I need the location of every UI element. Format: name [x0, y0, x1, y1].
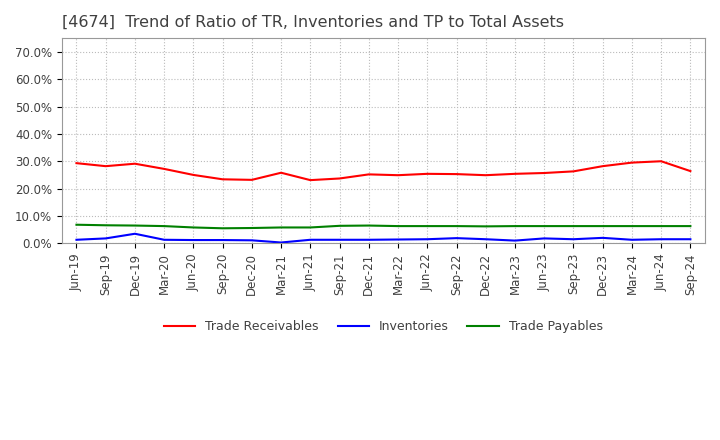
Inventories: [276, 240, 285, 245]
Trade Payables: [598, 224, 607, 229]
Trade Receivables: [248, 177, 256, 183]
Inventories: [72, 237, 81, 242]
Trade Receivables: [540, 170, 549, 176]
Trade Receivables: [598, 164, 607, 169]
Trade Payables: [686, 224, 695, 229]
Inventories: [218, 238, 227, 243]
Trade Payables: [452, 224, 461, 229]
Trade Receivables: [306, 177, 315, 183]
Line: Trade Payables: Trade Payables: [76, 225, 690, 228]
Inventories: [189, 238, 198, 243]
Trade Receivables: [72, 161, 81, 166]
Trade Payables: [510, 224, 519, 229]
Inventories: [686, 237, 695, 242]
Trade Payables: [394, 224, 402, 229]
Trade Receivables: [510, 171, 519, 176]
Trade Payables: [657, 224, 665, 229]
Inventories: [306, 237, 315, 242]
Trade Payables: [628, 224, 636, 229]
Trade Receivables: [218, 177, 227, 182]
Inventories: [423, 237, 431, 242]
Trade Receivables: [423, 171, 431, 176]
Line: Trade Receivables: Trade Receivables: [76, 161, 690, 180]
Inventories: [569, 237, 577, 242]
Trade Receivables: [452, 172, 461, 177]
Text: [4674]  Trend of Ratio of TR, Inventories and TP to Total Assets: [4674] Trend of Ratio of TR, Inventories…: [62, 15, 564, 30]
Inventories: [102, 236, 110, 241]
Trade Receivables: [102, 164, 110, 169]
Inventories: [452, 235, 461, 241]
Line: Inventories: Inventories: [76, 234, 690, 242]
Trade Receivables: [130, 161, 139, 166]
Trade Receivables: [336, 176, 344, 181]
Inventories: [130, 231, 139, 236]
Inventories: [598, 235, 607, 241]
Trade Payables: [364, 223, 373, 228]
Legend: Trade Receivables, Inventories, Trade Payables: Trade Receivables, Inventories, Trade Pa…: [159, 315, 608, 338]
Trade Receivables: [276, 170, 285, 176]
Trade Payables: [423, 224, 431, 229]
Trade Payables: [160, 224, 168, 229]
Trade Payables: [218, 226, 227, 231]
Trade Receivables: [364, 172, 373, 177]
Trade Receivables: [160, 166, 168, 172]
Trade Payables: [336, 223, 344, 228]
Trade Receivables: [482, 172, 490, 178]
Inventories: [394, 237, 402, 242]
Inventories: [364, 237, 373, 242]
Inventories: [336, 237, 344, 242]
Trade Payables: [248, 225, 256, 231]
Trade Receivables: [189, 172, 198, 178]
Inventories: [628, 237, 636, 242]
Trade Payables: [276, 225, 285, 230]
Trade Payables: [72, 222, 81, 227]
Trade Payables: [102, 223, 110, 228]
Trade Payables: [189, 225, 198, 230]
Inventories: [540, 236, 549, 241]
Trade Payables: [482, 224, 490, 229]
Inventories: [248, 238, 256, 243]
Inventories: [510, 238, 519, 243]
Trade Payables: [569, 224, 577, 229]
Trade Receivables: [686, 169, 695, 174]
Inventories: [160, 237, 168, 242]
Trade Receivables: [657, 158, 665, 164]
Trade Receivables: [394, 172, 402, 178]
Trade Payables: [306, 225, 315, 230]
Trade Payables: [130, 223, 139, 228]
Trade Payables: [540, 224, 549, 229]
Inventories: [482, 237, 490, 242]
Trade Receivables: [569, 169, 577, 174]
Trade Receivables: [628, 160, 636, 165]
Inventories: [657, 237, 665, 242]
